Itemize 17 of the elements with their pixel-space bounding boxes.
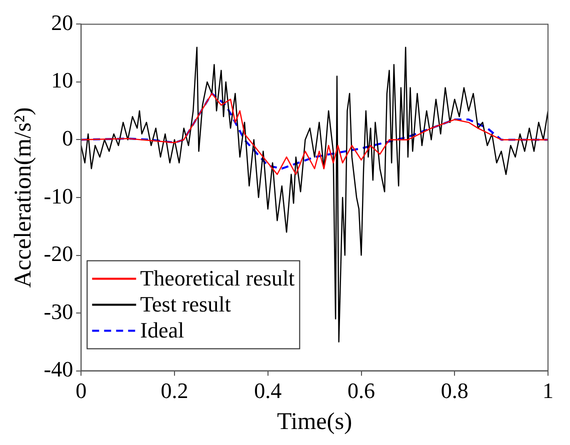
legend-label: Ideal <box>140 318 184 343</box>
y-tick-label: -30 <box>44 298 74 324</box>
legend-label: Test result <box>140 292 231 317</box>
y-tick-label: 20 <box>51 10 74 35</box>
y-tick-label: 10 <box>51 68 74 93</box>
y-tick-label: 0 <box>62 126 74 151</box>
x-tick-label: 0.2 <box>160 378 188 403</box>
x-tick-label: 0.4 <box>254 378 282 403</box>
x-tick-label: 0.8 <box>440 378 468 403</box>
y-tick-label: -40 <box>44 356 74 382</box>
y-tick-label: -20 <box>44 241 74 266</box>
y-tick-label: -10 <box>44 183 74 208</box>
y-axis-title: Acceleration(m/s²) <box>10 107 37 288</box>
x-tick-label: 1 <box>542 378 554 403</box>
x-tick-label: 0.6 <box>348 378 375 403</box>
legend-label: Theoretical result <box>140 266 295 291</box>
x-axis-title: Time(s) <box>276 408 352 435</box>
